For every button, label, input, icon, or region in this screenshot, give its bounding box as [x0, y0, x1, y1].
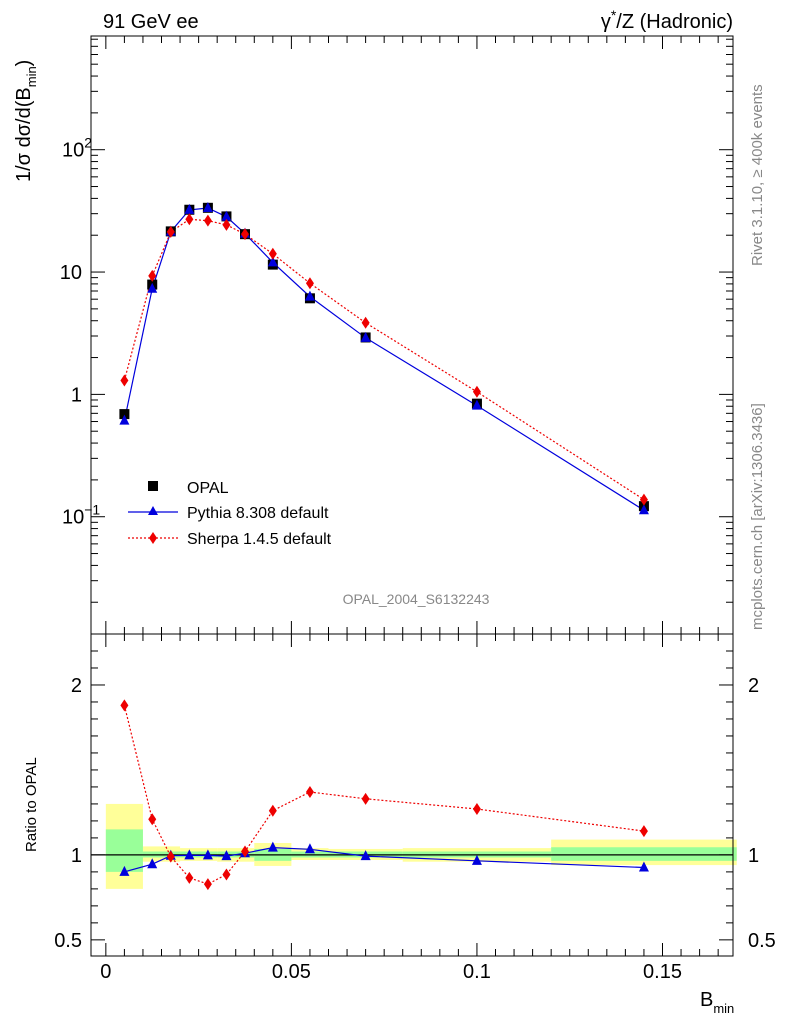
series-line-pythia: [123, 207, 645, 511]
main-series-group: [119, 201, 649, 515]
ratio-sherpa-point: [268, 804, 277, 817]
sherpa-data-point: [166, 225, 175, 238]
gamma-symbol: γ: [601, 11, 611, 33]
sherpa-data-point: [361, 316, 370, 329]
pythia-data-point: [221, 210, 232, 221]
ratio-axis-ticks: 0.5 0.5 1 1 2 2: [54, 633, 776, 956]
mcplots-label: mcplots.cern.ch [arXiv:1306.3436]: [749, 403, 766, 630]
legend-marker-pythia: [148, 506, 158, 515]
main-y-tick-label: 1: [71, 384, 82, 406]
header-left-title: 91 GeV ee: [103, 11, 199, 33]
opal-data-point: [119, 409, 130, 420]
legend-marker-sherpa: [149, 532, 157, 544]
ratio-pythia-point: [304, 843, 315, 854]
ratio-y-tick-label-left: 1: [71, 845, 82, 867]
main-y-tick-label: 10: [60, 262, 82, 284]
ratio-y-tick-label-right: 2: [748, 675, 759, 697]
main-y-tick-label: 102: [62, 135, 92, 162]
x-axis-label: Bmin: [700, 989, 734, 1016]
main-y-tick-labels: 10−1 1 10 102: [60, 135, 101, 529]
ratio-band-green: [551, 847, 737, 861]
ratio-sherpa-point: [361, 792, 370, 805]
header-right-title: γ*/Z (Hadronic): [601, 7, 733, 33]
ratio-pythia-point: [267, 841, 278, 852]
sherpa-data-point: [120, 374, 129, 387]
main-plot-panel: 10−1 1 10 102 OPAL_2004_S6132243 OPAL Pythi…: [13, 35, 734, 635]
ratio-y-axis-label: Ratio to OPAL: [23, 757, 40, 852]
ratio-y-tick-label-left: 0.5: [54, 930, 82, 952]
analysis-watermark: OPAL_2004_S6132243: [343, 591, 490, 607]
ratio-y-tick-label-left: 2: [71, 675, 82, 697]
series-line-sherpa: [123, 218, 645, 501]
ratio-sherpa-point: [185, 871, 194, 884]
ratio-pythia-point: [184, 849, 195, 860]
sherpa-data-point: [305, 277, 314, 290]
ratio-sherpa-point: [639, 825, 648, 838]
ratio-series-group: [119, 699, 649, 891]
sherpa-data-point: [203, 214, 212, 227]
x-tick-label: 0.15: [643, 961, 682, 983]
ratio-pythia-point: [221, 850, 232, 861]
legend-label-opal: OPAL: [187, 480, 229, 497]
x-tick-label: 0.05: [272, 961, 311, 983]
sherpa-data-point: [268, 247, 277, 260]
ratio-pythia-point: [360, 850, 371, 861]
ratio-pythia-point: [202, 849, 213, 860]
rivet-version-label: Rivet 3.1.10, ≥ 400k events: [749, 84, 766, 266]
pythia-data-point: [638, 504, 649, 515]
ratio-pythia-point: [147, 858, 158, 869]
pythia-data-point: [360, 331, 371, 342]
sherpa-data-point: [639, 493, 648, 506]
header-right-suffix: /Z (Hadronic): [616, 11, 733, 33]
main-y-tick-label: 10−1: [62, 502, 100, 529]
ratio-sherpa-point: [148, 813, 157, 826]
main-y-axis-label: 1/σ dσ/d(Bmin): [13, 60, 39, 182]
x-tick-labels: 0 0.05 0.1 0.15: [100, 961, 682, 983]
pythia-data-point: [267, 256, 278, 267]
pythia-data-point: [119, 414, 130, 425]
ratio-sherpa-point: [120, 699, 129, 712]
ratio-sherpa-point: [222, 868, 231, 881]
ratio-pythia-point: [638, 861, 649, 872]
pythia-data-point: [184, 203, 195, 214]
ratio-band-green: [105, 829, 143, 872]
ratio-sherpa-point: [166, 850, 175, 863]
pythia-data-point: [147, 282, 158, 293]
ratio-sherpa-point: [203, 878, 212, 891]
ratio-sherpa-point: [305, 786, 314, 799]
gamma-star: *: [611, 7, 617, 23]
pythia-data-point: [202, 201, 213, 212]
sherpa-data-point: [222, 218, 231, 231]
ratio-y-tick-label-right: 1: [748, 845, 759, 867]
sherpa-data-point: [241, 228, 250, 241]
legend-label-pythia: Pythia 8.308 default: [187, 505, 329, 522]
ratio-pythia-point: [119, 865, 130, 876]
pythia-data-point: [471, 399, 482, 410]
legend-marker-opal: [148, 481, 158, 491]
x-tick-label: 0: [100, 961, 111, 983]
ratio-pythia-point: [471, 854, 482, 865]
sherpa-data-point: [472, 385, 481, 398]
sherpa-data-point: [148, 269, 157, 282]
ratio-plot-panel: 0.5 0.5 1 1 2 2 Ratio to OPAL: [23, 633, 776, 957]
ratio-sherpa-point: [241, 845, 250, 858]
main-axis-ticks: [91, 36, 733, 634]
ratio-y-tick-label-right: 0.5: [748, 930, 776, 952]
legend: OPAL Pythia 8.308 default Sherpa 1.4.5 d…: [128, 480, 332, 548]
legend-label-sherpa: Sherpa 1.4.5 default: [187, 531, 332, 548]
ratio-sherpa-point: [472, 803, 481, 816]
ratio-plot-frame: [90, 633, 734, 957]
x-tick-label: 0.1: [463, 961, 491, 983]
pythia-data-point: [304, 290, 315, 301]
sherpa-data-point: [185, 213, 194, 226]
